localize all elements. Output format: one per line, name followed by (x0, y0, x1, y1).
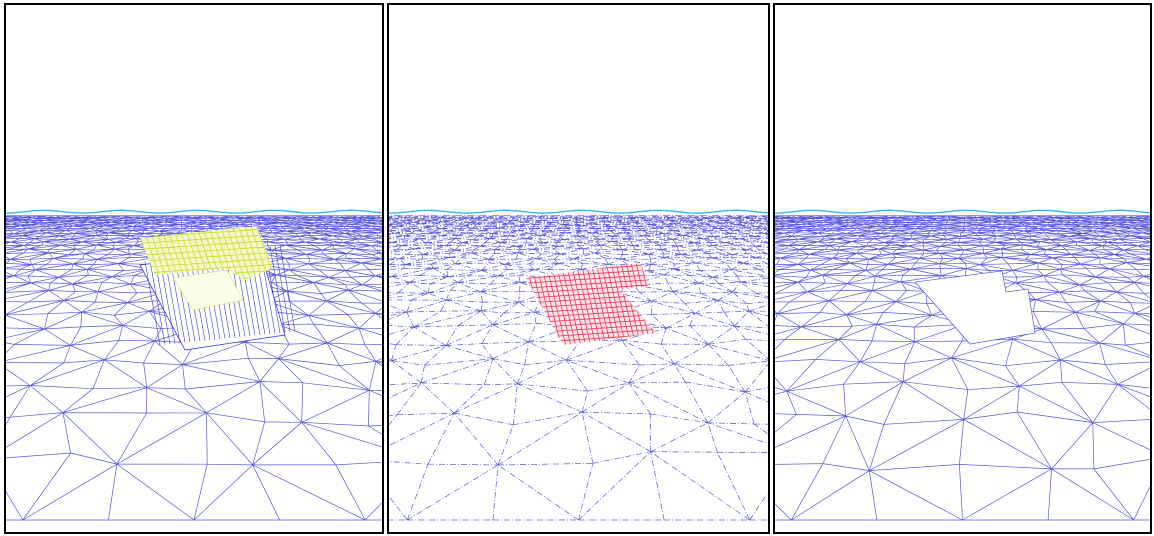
mesh-wireframe (389, 215, 768, 521)
panel-mesh-hole (775, 209, 1150, 521)
mesh-edge (775, 209, 1150, 214)
marked-region (526, 263, 656, 345)
raised-floor (172, 269, 244, 311)
mesh-hole (914, 270, 1036, 345)
panel-frame (773, 3, 1152, 534)
mesh-edge (6, 209, 382, 214)
panel-frame (387, 3, 770, 534)
mesh-edge (389, 209, 768, 214)
mesh-wireframe (775, 215, 1150, 521)
panel-frame (4, 3, 384, 534)
